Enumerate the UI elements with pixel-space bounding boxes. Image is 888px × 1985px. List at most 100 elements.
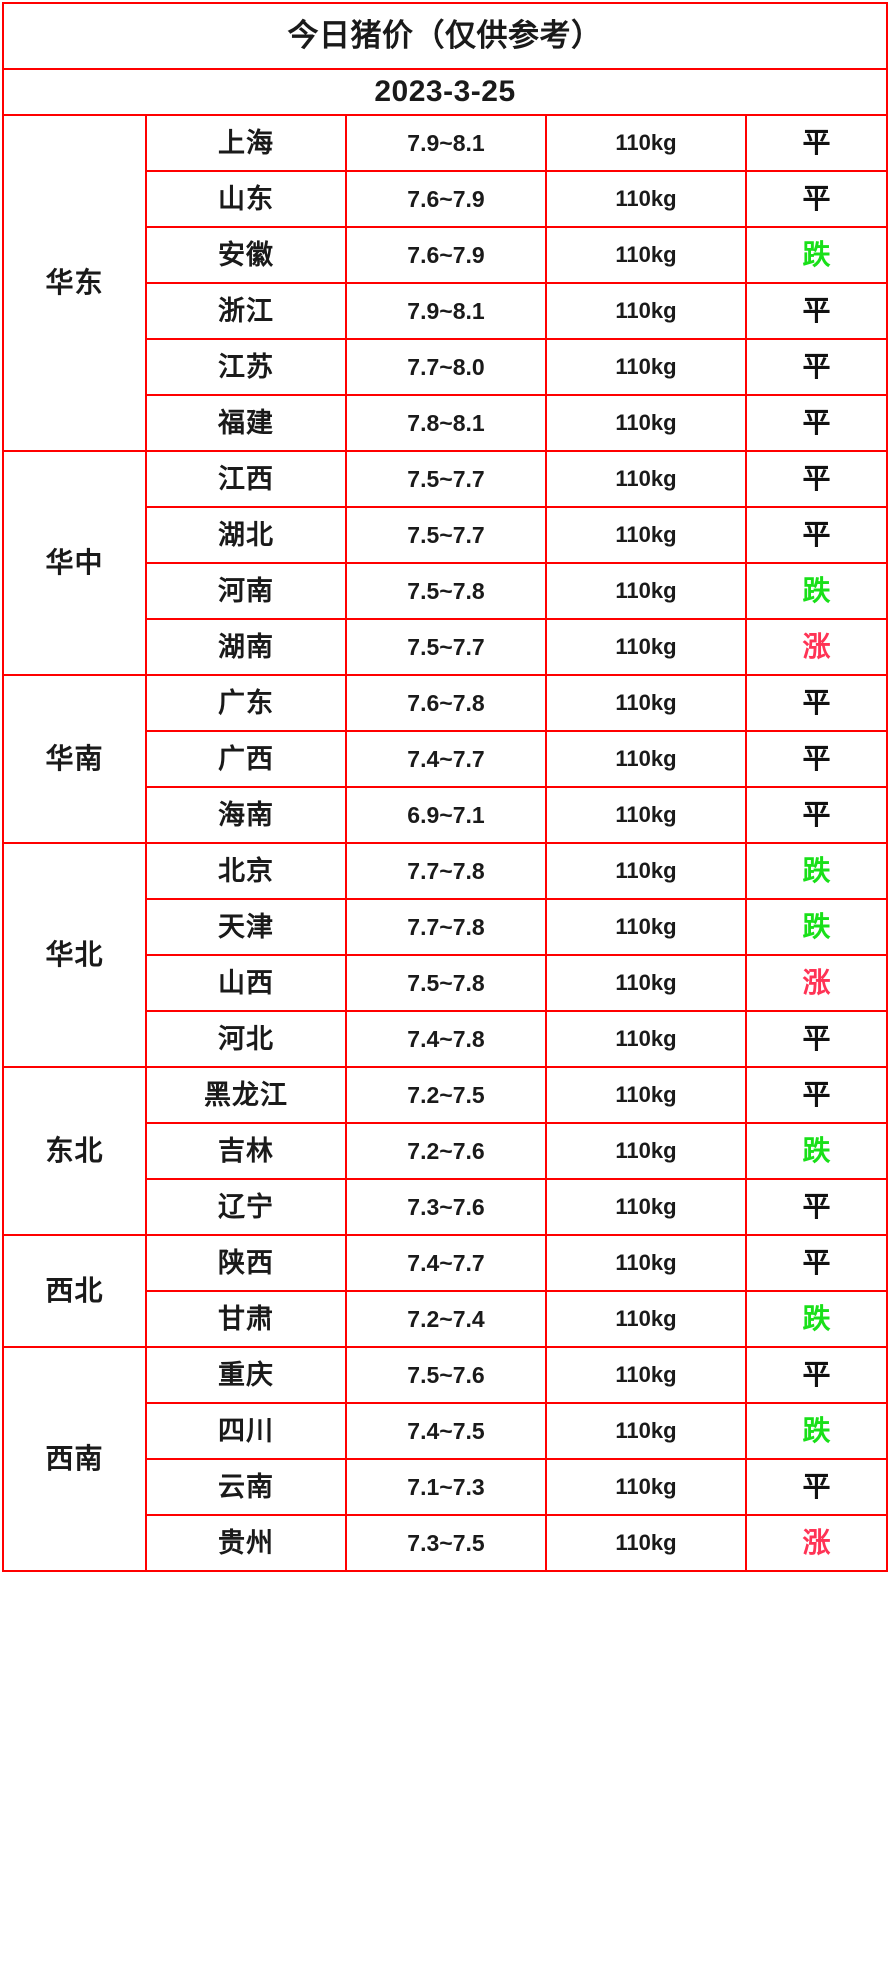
trend-cell: 平 (744, 114, 888, 172)
trend-cell: 平 (744, 786, 888, 844)
standard-weight-cell: 110kg (545, 1346, 747, 1404)
table-row: 西北 陕西 7.4~7.7 110kg 平 (2, 1234, 888, 1348)
province-cell: 云南 (145, 1458, 347, 1516)
table-row: 东北 黑龙江 7.2~7.5 110kg 平 (2, 1066, 888, 1236)
standard-weight-cell: 110kg (545, 226, 747, 284)
province-cell: 浙江 (145, 282, 347, 340)
trend-cell: 平 (744, 1066, 888, 1124)
price-range-cell: 7.8~8.1 (345, 394, 547, 452)
table-row: 江苏 7.7~8.0 110kg 平 (3, 338, 888, 396)
standard-weight-cell: 110kg (545, 282, 747, 340)
table-row: 山西 7.5~7.8 110kg 涨 (3, 954, 888, 1012)
price-range-cell: 7.7~7.8 (345, 842, 547, 900)
standard-weight-cell: 110kg (545, 1122, 747, 1180)
price-range-cell: 7.5~7.7 (345, 506, 547, 564)
province-cell: 甘肃 (145, 1290, 347, 1348)
standard-weight-cell: 110kg (545, 618, 747, 676)
region-cell: 华南 (2, 674, 147, 844)
price-range-cell: 7.3~7.5 (345, 1514, 547, 1572)
table-row: 广西 7.4~7.7 110kg 平 (3, 730, 888, 788)
table-row: 华东 上海 7.9~8.1 110kg 平 (2, 114, 888, 452)
province-cell: 天津 (145, 898, 347, 956)
standard-weight-cell: 110kg (545, 1234, 747, 1292)
region-cell: 西北 (2, 1234, 147, 1348)
trend-cell: 跌 (744, 842, 888, 900)
price-range-cell: 7.4~7.7 (345, 1234, 547, 1292)
table-row: 河南 7.5~7.8 110kg 跌 (3, 562, 888, 620)
province-cell: 重庆 (145, 1346, 347, 1404)
pig-price-table: 今日猪价（仅供参考） 2023-3-25 华东 上海 7.9~8.1 110kg 平山东… (1, 2, 888, 1572)
trend-cell: 平 (744, 282, 888, 340)
price-range-cell: 6.9~7.1 (345, 786, 547, 844)
trend-cell: 平 (744, 450, 888, 508)
table-row: 四川 7.4~7.5 110kg 跌 (3, 1402, 888, 1460)
trend-cell: 跌 (744, 1290, 888, 1348)
standard-weight-cell: 110kg (545, 450, 747, 508)
price-range-cell: 7.5~7.8 (345, 954, 547, 1012)
price-range-cell: 7.7~7.8 (345, 898, 547, 956)
table-row: 安徽 7.6~7.9 110kg 跌 (3, 226, 888, 284)
table-row: 西南 重庆 7.5~7.6 110kg 平 (2, 1346, 888, 1572)
table-row: 贵州 7.3~7.5 110kg 涨 (3, 1514, 888, 1572)
table-body: 今日猪价（仅供参考） 2023-3-25 华东 上海 7.9~8.1 110kg 平山东… (1, 2, 888, 1572)
province-cell: 安徽 (145, 226, 347, 284)
standard-weight-cell: 110kg (545, 954, 747, 1012)
province-cell: 海南 (145, 786, 347, 844)
date-row: 2023-3-25 (1, 68, 888, 116)
trend-cell: 平 (744, 1346, 888, 1404)
region-cell: 华东 (2, 114, 147, 452)
standard-weight-cell: 110kg (545, 786, 747, 844)
province-cell: 广东 (145, 674, 347, 732)
price-range-cell: 7.6~7.9 (345, 170, 547, 228)
page-title: 今日猪价（仅供参考） (1, 2, 888, 70)
price-range-cell: 7.5~7.7 (345, 618, 547, 676)
price-range-cell: 7.5~7.6 (345, 1346, 547, 1404)
province-cell: 辽宁 (145, 1178, 347, 1236)
province-cell: 贵州 (145, 1514, 347, 1572)
standard-weight-cell: 110kg (545, 1458, 747, 1516)
standard-weight-cell: 110kg (545, 674, 747, 732)
table-row: 吉林 7.2~7.6 110kg 跌 (3, 1122, 888, 1180)
trend-cell: 涨 (744, 618, 888, 676)
price-range-cell: 7.4~7.5 (345, 1402, 547, 1460)
province-cell: 福建 (145, 394, 347, 452)
standard-weight-cell: 110kg (545, 562, 747, 620)
table-row: 华南 广东 7.6~7.8 110kg 平 (2, 674, 888, 844)
price-range-cell: 7.2~7.6 (345, 1122, 547, 1180)
table-row: 河北 7.4~7.8 110kg 平 (3, 1010, 888, 1068)
standard-weight-cell: 110kg (545, 1514, 747, 1572)
province-cell: 湖北 (145, 506, 347, 564)
table-row: 山东 7.6~7.9 110kg 平 (3, 170, 888, 228)
trend-cell: 平 (744, 1234, 888, 1292)
title-row: 今日猪价（仅供参考） (1, 2, 888, 70)
standard-weight-cell: 110kg (545, 898, 747, 956)
trend-cell: 跌 (744, 898, 888, 956)
province-cell: 陕西 (145, 1234, 347, 1292)
province-cell: 山东 (145, 170, 347, 228)
trend-cell: 涨 (744, 1514, 888, 1572)
price-range-cell: 7.7~8.0 (345, 338, 547, 396)
price-range-cell: 7.9~8.1 (345, 114, 547, 172)
standard-weight-cell: 110kg (545, 1290, 747, 1348)
date-label: 2023-3-25 (1, 68, 888, 116)
region-cell: 华北 (2, 842, 147, 1068)
standard-weight-cell: 110kg (545, 1402, 747, 1460)
table-row: 华中 江西 7.5~7.7 110kg 平 (2, 450, 888, 676)
trend-cell: 平 (744, 170, 888, 228)
price-range-cell: 7.1~7.3 (345, 1458, 547, 1516)
trend-cell: 平 (744, 674, 888, 732)
trend-cell: 平 (744, 1458, 888, 1516)
province-cell: 江苏 (145, 338, 347, 396)
province-cell: 黑龙江 (145, 1066, 347, 1124)
trend-cell: 平 (744, 338, 888, 396)
price-range-cell: 7.5~7.8 (345, 562, 547, 620)
trend-cell: 平 (744, 394, 888, 452)
province-cell: 江西 (145, 450, 347, 508)
trend-cell: 跌 (744, 1122, 888, 1180)
standard-weight-cell: 110kg (545, 170, 747, 228)
table-row: 华北 北京 7.7~7.8 110kg 跌 (2, 842, 888, 1068)
standard-weight-cell: 110kg (545, 506, 747, 564)
province-cell: 湖南 (145, 618, 347, 676)
trend-cell: 跌 (744, 1402, 888, 1460)
table-row: 浙江 7.9~8.1 110kg 平 (3, 282, 888, 340)
